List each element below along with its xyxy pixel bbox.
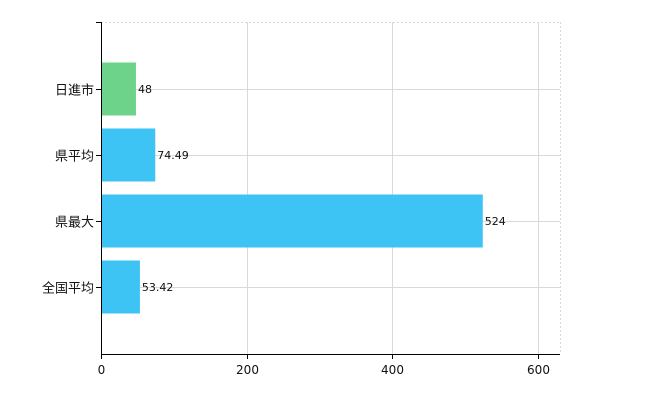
category-label: 全国平均 [42, 281, 94, 297]
x-tick-label: 0 [98, 363, 106, 377]
x-tick-label: 400 [381, 363, 404, 377]
bar [101, 128, 156, 182]
category-label: 県平均 [55, 150, 94, 165]
bar [101, 62, 136, 116]
bar-value-label: 48 [138, 83, 152, 96]
grid-lines [101, 22, 561, 354]
axes [96, 22, 560, 359]
bar-value-label: 74.49 [157, 149, 189, 162]
bar [101, 260, 140, 314]
bars [101, 62, 483, 314]
category-label: 日進市 [55, 83, 94, 99]
x-tick-label: 600 [527, 363, 550, 377]
x-tick-label: 200 [236, 363, 259, 377]
bar [101, 194, 483, 248]
bar-value-label: 524 [485, 215, 506, 228]
category-label: 県最大 [55, 216, 94, 231]
bar-value-label: 53.42 [142, 281, 174, 294]
